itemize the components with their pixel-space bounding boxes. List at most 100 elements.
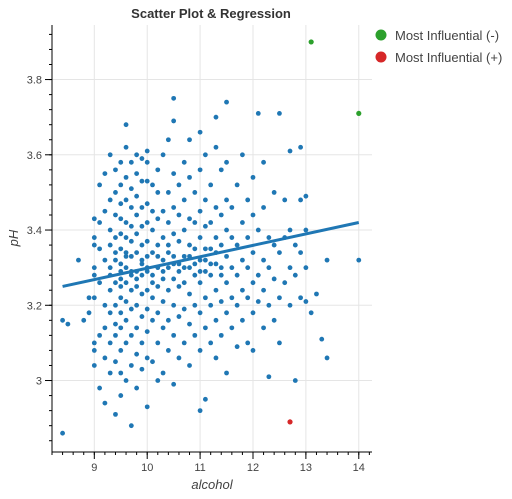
data-point [202,396,208,402]
data-point [165,190,171,195]
data-point [202,269,208,274]
data-point [197,167,203,173]
data-point [266,374,272,380]
data-point [277,250,282,256]
data-point [165,348,171,353]
data-point [107,310,113,316]
data-point [187,291,192,297]
data-point [150,250,155,256]
data-point [139,366,145,372]
data-point [139,205,145,210]
data-point [107,287,113,293]
legend-marker-icon [375,29,387,41]
data-point [298,197,303,203]
data-point [224,253,229,259]
data-point [128,363,134,368]
data-point [102,208,108,214]
x-tick-label: 13 [300,462,312,474]
data-point [298,144,303,150]
data-point [181,197,187,203]
data-point [123,299,129,304]
data-point [287,265,293,271]
data-point [118,231,124,237]
data-point [118,295,124,301]
data-point [303,299,309,304]
data-point [308,310,314,316]
data-point [123,340,129,346]
legend-label: Most Influential (+) [395,50,502,65]
x-tick-label: 14 [353,462,365,474]
x-tick-label: 9 [91,462,97,474]
data-point [91,295,97,301]
data-point [165,265,171,271]
data-point [150,208,155,214]
data-point [144,329,150,335]
data-point [202,325,208,331]
data-point [282,197,288,203]
data-point [218,212,224,218]
data-point [165,137,171,143]
data-point [218,299,224,304]
data-point [287,148,293,154]
data-point [134,250,140,256]
data-point [208,182,214,188]
data-point [229,295,235,301]
data-point [134,193,140,199]
data-point [271,317,277,323]
data-point [187,174,192,180]
data-point [86,310,92,316]
data-point [134,284,140,289]
data-point [155,340,161,346]
data-point [91,235,97,240]
data-point [176,238,182,244]
data-point [266,302,272,308]
data-point [118,370,124,376]
data-point [245,235,251,240]
data-point [113,235,118,240]
data-point [107,265,113,271]
x-axis-ticks: 9 10 11 12 13 14 [51,452,370,474]
y-tick-label: 3.8 [27,75,42,87]
data-point [234,272,240,278]
data-point [234,344,240,350]
data-point [255,227,261,233]
data-point [224,227,229,233]
legend[interactable]: Most Influential (-) Most Influential (+) [375,28,503,65]
data-point [356,257,362,263]
data-point [128,159,134,165]
data-point [171,205,177,210]
data-point [266,265,272,271]
data-point [160,152,166,158]
legend-item[interactable]: Most Influential (+) [375,50,503,65]
data-point [165,250,171,256]
data-point [218,265,224,271]
data-point [134,325,140,331]
data-point [97,220,103,225]
data-point [261,205,266,210]
data-point [113,167,118,173]
data-point [213,355,219,361]
data-point [165,287,171,293]
data-point [97,246,103,252]
data-point [261,159,266,165]
data-point [324,257,330,263]
data-point [118,246,124,252]
data-point [287,302,293,308]
data-point [155,310,161,316]
legend-item[interactable]: Most Influential (-) [375,28,500,43]
data-point [187,363,192,368]
data-point [208,302,214,308]
data-point [118,393,124,398]
y-tick-label: 3.6 [27,150,42,162]
data-point [134,276,140,282]
data-point [197,408,203,414]
data-point [171,332,177,338]
data-point [113,302,118,308]
data-point [303,193,309,199]
data-point [324,355,330,361]
data-point [139,257,145,263]
data-point [97,182,103,188]
influential-points [287,39,362,425]
data-point [271,190,277,195]
data-point [181,159,187,165]
